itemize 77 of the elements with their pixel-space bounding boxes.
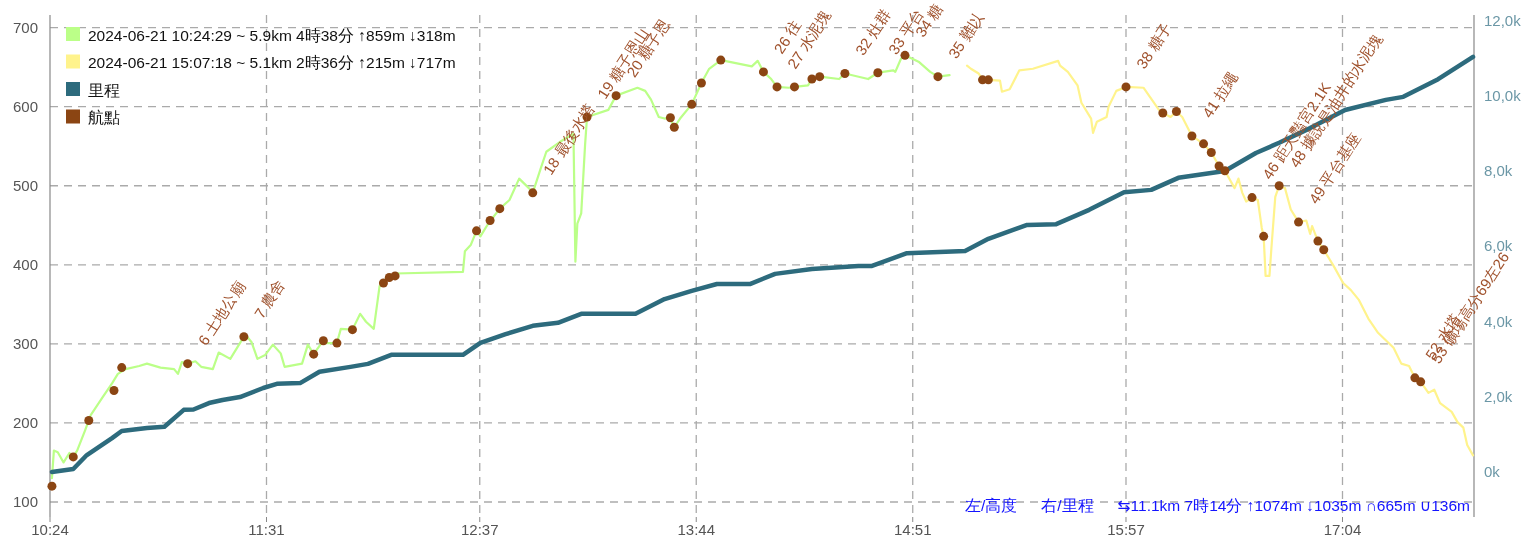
point	[495, 204, 505, 214]
point	[716, 55, 726, 65]
y2-tick-label: 10,0k	[1484, 86, 1522, 104]
point	[1158, 108, 1168, 118]
legend-label: 2024-06-21 10:24:29 ~ 5.9km 4時38分 ↑859m ↓318m	[88, 26, 456, 44]
point	[807, 74, 817, 84]
point	[1121, 82, 1131, 92]
legend-label: 航點	[88, 109, 120, 126]
y2-tick-label: 0k	[1484, 463, 1501, 481]
y-tick-label: 200	[12, 414, 38, 432]
point	[239, 332, 249, 342]
point	[1187, 131, 1197, 141]
point	[390, 271, 400, 281]
point	[696, 78, 706, 88]
point	[183, 359, 193, 369]
y-tick-label: 300	[12, 335, 38, 353]
point	[68, 452, 78, 462]
annotation: 6 土地公廟	[194, 278, 249, 349]
point	[665, 113, 675, 123]
point	[378, 278, 388, 288]
y-tick-label: 100	[12, 493, 38, 511]
point	[789, 82, 799, 92]
y2-tick-label: 8,0k	[1484, 162, 1513, 180]
x-tick-label: 15:57	[1107, 521, 1145, 538]
point	[332, 338, 342, 348]
point	[687, 99, 697, 109]
y2-tick-label: 4,0k	[1484, 312, 1513, 330]
point	[117, 363, 127, 373]
point	[1259, 231, 1269, 241]
annotation: 41 拉繩	[1198, 68, 1241, 121]
point	[669, 122, 679, 132]
legend-label: 里程	[88, 81, 120, 99]
point	[1247, 193, 1257, 203]
point	[1206, 148, 1216, 158]
point	[840, 69, 850, 78]
annotation: ⇆11.1km 7時14分 ↑1074m ↓1035m ∩665m ∪136m	[1117, 496, 1470, 514]
point	[309, 349, 319, 359]
x-tick-label: 17:04	[1323, 521, 1362, 538]
y2-tick-label: 12,0k	[1484, 11, 1522, 29]
annotation: 左/高度	[964, 496, 1018, 514]
point	[47, 481, 57, 491]
point	[1199, 139, 1209, 149]
y2-tick-label: 2,0k	[1484, 388, 1513, 406]
point	[1274, 181, 1284, 191]
point	[815, 72, 825, 82]
point	[1220, 166, 1230, 176]
annotation: 右/里程	[1041, 496, 1094, 514]
annotation: 35 難以	[944, 9, 987, 62]
point	[84, 416, 94, 426]
y-tick-label: 600	[12, 98, 38, 116]
x-tick-label: 14:51	[893, 521, 932, 538]
y-tick-label: 700	[12, 19, 38, 37]
point	[933, 72, 943, 82]
y-tick-label: 400	[12, 256, 38, 274]
point	[1171, 106, 1181, 116]
point	[1313, 236, 1323, 246]
point	[772, 82, 782, 92]
annotation: 38 糖子	[1132, 19, 1175, 72]
legend-label: 2024-06-21 15:07:18 ~ 5.1km 2時36分 ↑215m ↓717m	[88, 54, 456, 71]
point	[318, 336, 328, 346]
x-tick-label: 10:24	[31, 521, 69, 538]
point	[109, 386, 119, 396]
point	[472, 226, 482, 236]
point	[1416, 377, 1426, 387]
point	[873, 68, 883, 78]
x-tick-label: 11:31	[248, 521, 285, 538]
point	[528, 188, 538, 198]
point	[758, 67, 768, 77]
point	[485, 216, 495, 226]
annotation: 7 農舍	[250, 276, 289, 322]
point	[1319, 245, 1329, 255]
point	[1294, 217, 1304, 227]
y-tick-label: 500	[12, 177, 38, 195]
x-tick-label: 13:44	[677, 521, 716, 538]
x-tick-label: 12:37	[460, 521, 499, 538]
annotation: 18 最後水塔	[539, 100, 598, 178]
point	[347, 325, 357, 335]
